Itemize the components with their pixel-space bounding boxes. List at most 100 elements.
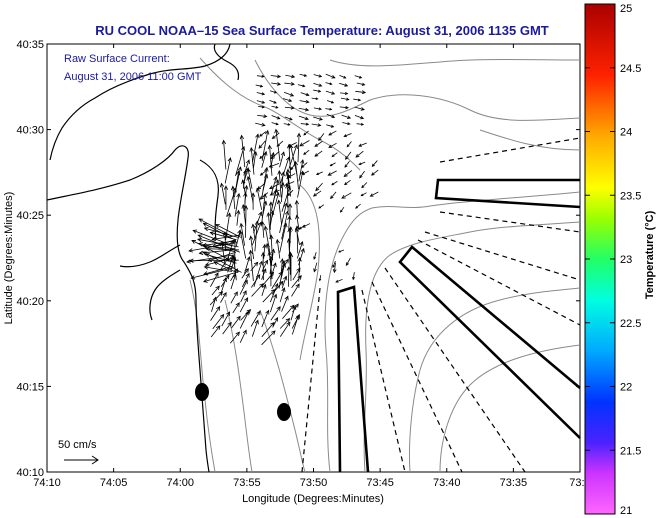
radar-beam-6 <box>371 281 463 473</box>
current-vector <box>250 261 259 272</box>
current-vector <box>259 131 267 137</box>
current-vector <box>271 179 280 212</box>
y-tick-label: 40:15 <box>16 381 44 393</box>
current-vector <box>226 187 237 217</box>
coastline-staten-island <box>49 43 231 161</box>
current-vector <box>300 122 310 126</box>
annotation-line-2: August 31, 2006 11:00 GMT <box>64 71 202 83</box>
current-vector <box>325 82 333 86</box>
current-vector <box>341 114 352 119</box>
current-vector <box>360 192 367 197</box>
current-vector <box>233 166 243 198</box>
current-vector <box>269 234 274 260</box>
bathymetry-contour-3 <box>408 287 581 473</box>
current-vector <box>211 285 220 296</box>
current-vector <box>340 97 350 101</box>
current-vector <box>258 105 265 109</box>
current-vector <box>293 160 299 190</box>
current-vector <box>261 129 270 161</box>
bathymetry-contour-12 <box>479 129 581 151</box>
current-vector <box>255 187 263 210</box>
x-tick-label: 74:10 <box>33 477 61 489</box>
current-vector <box>246 175 254 204</box>
current-vector <box>286 266 291 287</box>
current-vector <box>354 106 365 111</box>
current-vector <box>270 74 282 79</box>
current-vector <box>270 305 281 321</box>
current-vector <box>314 141 323 147</box>
colorbar: 25 24.5 24 23.5 23 22.5 22 21.5 21 Temperature (… <box>584 3 656 517</box>
current-vector <box>279 287 286 303</box>
current-vector <box>256 74 265 78</box>
current-vector <box>223 185 229 210</box>
current-vector <box>239 134 246 168</box>
current-vector <box>250 192 256 210</box>
current-vector <box>286 238 292 267</box>
corridor-polygons <box>336 178 581 473</box>
current-vector <box>340 91 349 95</box>
current-vector <box>257 114 268 119</box>
current-vector <box>269 262 277 280</box>
current-vector <box>313 252 317 260</box>
current-vector <box>279 202 288 233</box>
colorbar-ticks: 25 24.5 24 23.5 23 22.5 22 21.5 21 <box>585 3 641 517</box>
current-vector <box>283 123 291 126</box>
current-vector <box>315 182 323 192</box>
current-vector <box>291 283 300 297</box>
current-vector <box>292 267 301 281</box>
current-vector <box>358 142 367 147</box>
current-vector <box>331 181 338 186</box>
current-vector <box>220 291 227 303</box>
current-vector <box>281 275 288 289</box>
current-vector <box>341 192 352 199</box>
current-vector <box>280 258 289 272</box>
current-vector <box>340 206 345 213</box>
current-vector <box>230 291 238 304</box>
y-tick-label: 40:20 <box>16 296 44 308</box>
current-vector <box>238 230 247 259</box>
current-vector <box>281 295 289 312</box>
current-vector <box>229 331 240 344</box>
x-tick-label: 73:45 <box>366 477 394 489</box>
current-vector <box>332 262 337 274</box>
radar-beam-8 <box>301 287 321 473</box>
current-vector <box>318 275 322 282</box>
current-vector <box>239 329 247 343</box>
current-vector <box>239 297 249 313</box>
current-vector <box>297 170 305 198</box>
bathymetry-contour-6 <box>199 57 361 171</box>
current-vector <box>221 311 230 327</box>
current-vector <box>371 169 379 176</box>
current-vector <box>240 290 247 303</box>
y-axis-ticks: 40:35 40:30 40:25 40:20 40:15 40:10 <box>16 39 580 479</box>
map-frame <box>46 43 581 473</box>
current-vector <box>188 258 239 263</box>
current-vector <box>332 260 336 269</box>
current-vector <box>197 242 236 253</box>
y-tick-label: 40:25 <box>16 210 44 222</box>
current-vector <box>271 82 282 86</box>
colorbar-tick-label: 21 <box>620 505 632 517</box>
current-vector <box>269 100 277 104</box>
current-vector <box>299 99 310 104</box>
colorbar-tick-label: 25 <box>620 3 632 15</box>
current-vector <box>354 114 365 120</box>
x-tick-label: 74:05 <box>100 477 128 489</box>
current-vector <box>356 122 365 126</box>
current-vector <box>355 90 367 95</box>
current-vector <box>286 174 291 197</box>
current-vector <box>329 162 336 167</box>
current-vector <box>276 199 282 225</box>
current-vector <box>313 82 323 87</box>
current-vector <box>280 156 291 184</box>
current-vector <box>339 82 349 87</box>
current-vector <box>241 267 249 279</box>
current-vector <box>296 240 304 259</box>
current-vector <box>239 310 250 329</box>
current-vector <box>318 133 325 142</box>
current-vector <box>355 150 364 158</box>
current-vector <box>325 107 333 111</box>
current-vector <box>250 274 261 288</box>
colorbar-label: Temperature (°C) <box>644 210 656 299</box>
